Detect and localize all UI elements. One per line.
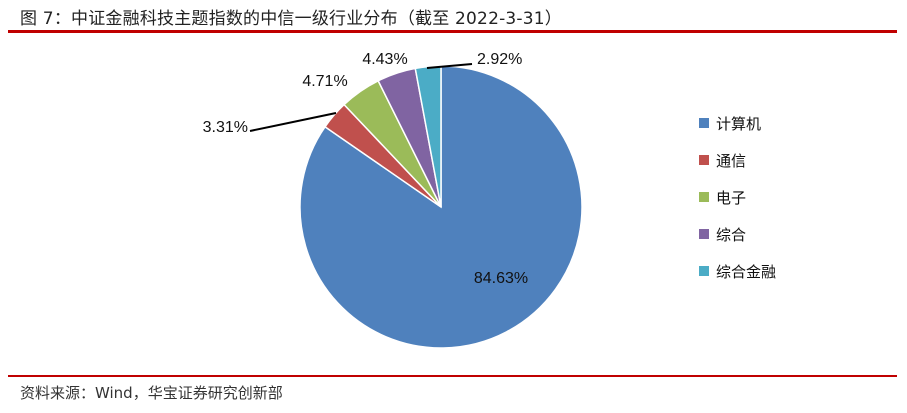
pie-slices — [299, 65, 583, 349]
leader-line-2 — [249, 112, 337, 132]
legend-swatch-4 — [699, 229, 709, 239]
legend-swatch-5 — [699, 266, 709, 276]
leader-lines — [249, 63, 473, 132]
legend-label-3: 电子 — [716, 189, 746, 207]
legend-label-5: 综合金融 — [716, 263, 776, 281]
data-label-4: 4.43% — [362, 51, 407, 68]
chart-title: 图 7：中证金融科技主题指数的中信一级行业分布（截至 2022-3-31） — [20, 9, 563, 29]
source-note: 资料来源：Wind，华宝证券研究创新部 — [20, 384, 283, 402]
leader-line-5 — [426, 63, 473, 69]
legend-swatch-1 — [699, 118, 709, 128]
top-divider — [8, 30, 897, 33]
legend-swatch-2 — [699, 155, 709, 165]
bottom-divider — [8, 375, 897, 377]
data-label-1: 84.63% — [474, 270, 528, 287]
slice-labels: 84.63% 3.31% 4.71% 4.43% 2.92% — [203, 51, 529, 287]
data-label-5: 2.92% — [477, 51, 522, 68]
legend-label-2: 通信 — [716, 152, 746, 170]
data-label-3: 4.71% — [302, 73, 347, 90]
data-label-2: 3.31% — [203, 119, 248, 136]
legend-label-1: 计算机 — [716, 115, 761, 133]
legend-swatch-3 — [699, 192, 709, 202]
legend-label-4: 综合 — [716, 226, 746, 244]
